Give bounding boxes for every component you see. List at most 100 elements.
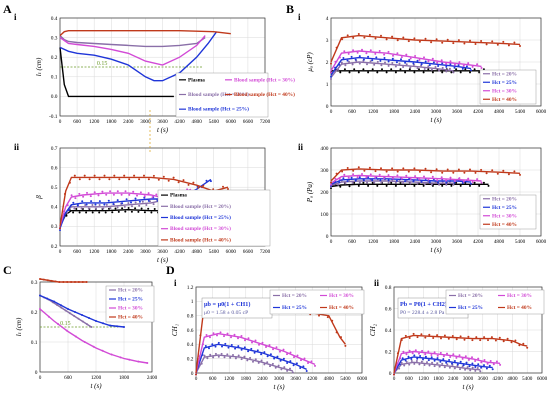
series-point-hct25 [412, 62, 415, 65]
series-point-hct25 [395, 179, 398, 182]
series-point-hct40 [374, 37, 377, 40]
series-point-hct30 [400, 177, 403, 180]
series-point-plasma [413, 184, 416, 187]
x-tick-label: 0 [330, 239, 333, 245]
legend-label-hct30: Hct = 30% [507, 293, 532, 299]
series-point-hct40 [113, 174, 116, 177]
series-point-hct25 [362, 58, 365, 61]
series-point-hct20 [134, 201, 137, 204]
series-point-hct20 [430, 68, 433, 71]
series-point-hct25 [462, 364, 465, 367]
series-point-plasma [143, 211, 146, 214]
series-point-hct25 [410, 358, 413, 360]
series-point-hct40 [432, 337, 435, 339]
series-point-plasma [455, 68, 458, 71]
series-point-hct40 [469, 39, 471, 42]
series-point-hct25 [439, 360, 442, 363]
series-point-hct25 [362, 179, 365, 182]
series-point-hct30 [467, 358, 470, 361]
series-point-hct25 [260, 353, 263, 356]
series-point-plasma [362, 68, 365, 71]
series-point-hct30 [343, 50, 346, 53]
series-point-hct20 [232, 354, 234, 356]
series-point-plasma [418, 68, 420, 71]
series-point-hct20 [423, 68, 426, 70]
series-point-hct30 [268, 344, 271, 347]
series-point-hct20 [263, 363, 266, 366]
series-point-plasma [482, 181, 485, 184]
series-point-hct20 [418, 363, 421, 366]
series-point-hct40 [344, 344, 347, 347]
series-point-hct30 [480, 361, 483, 364]
series-point-hct40 [485, 43, 488, 46]
series-point-hct40 [441, 41, 444, 44]
series-point-hct20 [291, 371, 294, 374]
x-tick-label: 3000 [431, 239, 442, 245]
series-point-hct40 [474, 43, 477, 45]
series-point-hct25 [116, 199, 119, 202]
series-point-hct25 [470, 69, 472, 72]
x-tick-label: 1200 [89, 249, 100, 255]
series-point-hct30 [474, 360, 477, 362]
series-point-hct30 [343, 173, 346, 176]
series-point-plasma [450, 71, 453, 74]
y-tick-label: 0 [191, 371, 194, 377]
series-point-plasma [473, 181, 476, 184]
series-point-hct40 [368, 166, 371, 169]
series-point-hct30 [445, 62, 448, 65]
series-point-hct30 [70, 194, 73, 197]
series-point-hct40 [68, 181, 71, 184]
series-point-hct20 [405, 360, 408, 363]
series-point-hct25 [53, 300, 55, 303]
series-point-hct40 [479, 339, 482, 342]
series-point-hct40 [63, 193, 66, 195]
series-point-hct30 [82, 195, 85, 198]
series-point-hct40 [83, 174, 86, 177]
series-point-plasma [441, 184, 444, 187]
series-point-hct30 [124, 190, 127, 193]
series-point-hct20 [269, 365, 271, 368]
x-tick-label: 5400 [340, 376, 351, 382]
x-tick-label: 6000 [357, 376, 368, 382]
series-point-hct25 [400, 58, 402, 61]
series-point-hct40 [440, 337, 442, 340]
series-point-hct30 [418, 352, 420, 355]
plot-frame [195, 286, 363, 374]
series-point-plasma [339, 185, 342, 188]
series-point-hct30 [39, 308, 41, 310]
series-point-hct20 [351, 182, 354, 184]
legend-label-hct25: Hct = 25% [492, 80, 517, 86]
series-point-hct30 [409, 178, 412, 181]
series-point-hct30 [445, 179, 448, 182]
series-point-hct30 [139, 191, 142, 194]
series-point-hct30 [455, 356, 458, 359]
series-point-plasma [478, 184, 481, 187]
series-point-hct30 [151, 196, 154, 199]
x-axis-label: t (s) [157, 256, 169, 264]
series-point-hct40 [363, 36, 366, 39]
series-point-hct30 [449, 176, 452, 179]
series-point-hct40 [502, 169, 505, 172]
series-point-hct30 [369, 49, 372, 52]
series-point-hct25 [461, 182, 464, 184]
series-point-hct40 [108, 178, 111, 181]
series-point-plasma [121, 207, 124, 210]
series-point-hct30 [462, 64, 465, 67]
series-point-hct20 [277, 364, 280, 367]
series-point-hct25 [367, 176, 370, 179]
series-point-hct30 [223, 335, 225, 338]
series-point-hct20 [398, 62, 401, 65]
series-point-hct30 [116, 190, 119, 193]
series-point-hct30 [405, 53, 408, 56]
legend-label-plasma: Plasma [188, 77, 205, 83]
series-point-hct30 [476, 178, 479, 181]
plots-layer: 0 600 1200 1800 2400 3000 3600 4200 4800 5400 6000… [14, 12, 548, 391]
series-point-hct25 [456, 363, 459, 366]
y-tick-label: 0.6 [187, 328, 194, 334]
series-point-hct25 [211, 343, 214, 346]
y-tick-label: 0.2 [187, 356, 194, 362]
series-point-plasma [147, 207, 150, 210]
threshold-label: 0.15 [97, 61, 108, 67]
series-point-hct25 [383, 57, 386, 59]
x-tick-label: 2400 [147, 375, 158, 381]
